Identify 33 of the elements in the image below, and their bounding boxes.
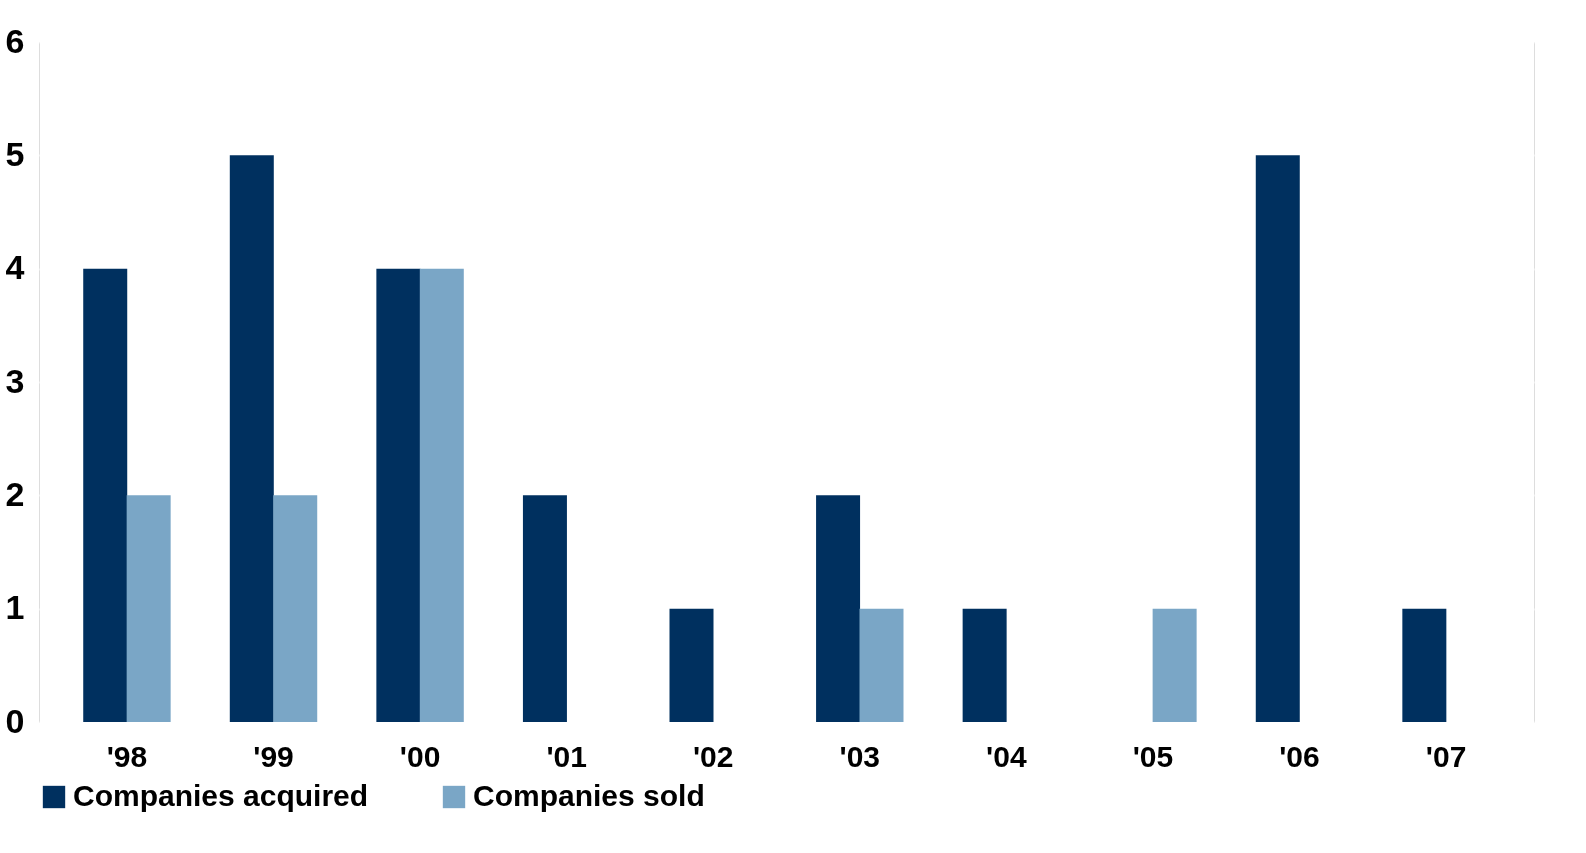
x-tick-label: '98 (106, 739, 148, 773)
legend-label: Companies sold (473, 779, 705, 812)
y-tick-label: 0 (5, 701, 25, 740)
x-tick-label: '00 (399, 739, 441, 773)
bar (1152, 608, 1197, 722)
bar (962, 608, 1007, 722)
bar (273, 495, 318, 722)
x-tick-label: '99 (253, 739, 294, 773)
bar (376, 268, 421, 722)
bar (522, 495, 567, 722)
x-tick-label: '07 (1425, 739, 1467, 773)
x-tick-label: '02 (692, 739, 734, 773)
x-tick-label: '05 (1132, 739, 1174, 773)
bar (1402, 608, 1447, 722)
x-tick-label: '01 (546, 739, 587, 773)
bar (419, 268, 464, 722)
y-tick-label: 6 (5, 21, 25, 60)
y-tick-label: 5 (5, 134, 25, 173)
bar (83, 268, 128, 722)
x-tick-label: '04 (986, 739, 1027, 773)
bar (1255, 155, 1300, 722)
bar (126, 495, 171, 722)
y-tick-label: 2 (5, 474, 25, 513)
x-tick-label: '03 (839, 739, 881, 773)
y-tick-label: 3 (5, 361, 25, 400)
bar (859, 608, 904, 722)
bar (669, 608, 714, 722)
x-tick-label: '06 (1279, 739, 1320, 773)
bar (229, 155, 274, 722)
legend-label: Companies acquired (73, 779, 369, 812)
y-tick-label: 1 (5, 588, 25, 627)
y-tick-label: 4 (5, 248, 25, 287)
bar (816, 495, 861, 722)
